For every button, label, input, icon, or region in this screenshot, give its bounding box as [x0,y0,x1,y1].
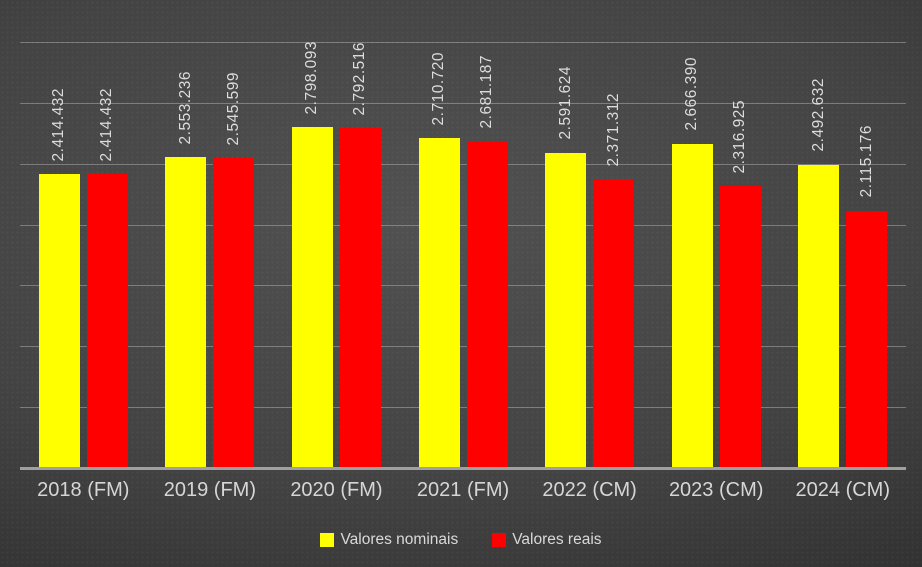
data-label-nominal-2020: 2.798.093 [303,40,321,115]
bar-group-2019: 2.553.236 2.545.599 [147,42,274,468]
data-label-nominal-2023: 2.666.390 [683,57,701,131]
gridline [20,102,906,104]
data-label-real-2022: 2.371.312 [604,92,622,167]
bar-nominal-2024: 2.492.632 [798,78,840,468]
data-label-real-2023: 2.316.925 [731,99,749,173]
data-label-nominal-2021: 2.710.720 [430,51,448,126]
bar-real-2024: 2.115.176 [846,125,888,468]
bar-real-2022: 2.371.312 [593,93,635,468]
legend-label-nominal: Valores nominais [340,531,459,548]
gridline [20,224,906,226]
data-label-real-2021: 2.681.187 [478,55,496,129]
plot-area: 2.414.432 2.414.432 2.553.236 2.545.599 2.79… [20,41,906,470]
bar-group-2023: 2.666.390 2.316.925 [653,42,780,468]
legend-item-nominal: Valores nominais [320,531,458,549]
data-label-nominal-2024: 2.492.632 [809,78,827,152]
x-axis-label-2019: 2019 (FM) [163,479,256,501]
data-label-real-2024: 2.115.176 [857,125,875,198]
data-label-nominal-2019: 2.553.236 [176,70,194,145]
bar-group-2020: 2.798.093 2.792.516 [273,41,400,468]
gridline [20,407,906,409]
x-axis-label-2020: 2020 (FM) [290,479,383,501]
bar-nominal-2018: 2.414.432 [38,88,80,468]
bar-nominal-2020: 2.798.093 [291,41,333,468]
x-axis-label-2023: 2023 (CM) [668,479,764,501]
bar-real-2018: 2.414.432 [86,88,128,468]
legend-item-real: Valores reais [492,531,602,549]
data-label-nominal-2022: 2.591.624 [556,66,574,140]
bar-group-2018: 2.414.432 2.414.432 [20,42,147,468]
bar-nominal-2021: 2.710.720 [418,52,460,468]
x-axis-line [20,467,906,470]
legend-swatch-real [492,533,507,547]
bar-nominal-2019: 2.553.236 [165,71,207,468]
bar-group-2021: 2.710.720 2.681.187 [400,42,527,468]
bar-groups: 2.414.432 2.414.432 2.553.236 2.545.599 2.79… [20,41,906,468]
bar-real-2021: 2.681.187 [466,55,508,468]
bar-real-2020: 2.792.516 [339,42,381,468]
data-label-nominal-2018: 2.414.432 [50,87,68,162]
legend: Valores nominais Valores reais [0,531,922,549]
gridline [20,42,906,43]
bar-group-2022: 2.591.624 2.371.312 [526,42,653,468]
x-axis-label-2024: 2024 (CM) [795,479,890,501]
x-axis-label-2022: 2022 (CM) [542,479,637,501]
bar-group-2024: 2.492.632 2.115.176 [779,42,906,468]
data-label-real-2019: 2.545.599 [224,71,242,146]
bar-real-2019: 2.545.599 [213,72,255,468]
data-label-real-2020: 2.792.516 [351,41,369,116]
gridline [20,285,906,287]
bar-nominal-2023: 2.666.390 [671,57,713,468]
gridline [20,346,906,348]
gridline [20,163,906,165]
bar-nominal-2022: 2.591.624 [545,66,587,468]
x-axis-label-2018: 2018 (FM) [37,479,130,501]
data-label-real-2018: 2.414.432 [98,87,116,162]
x-axis-label-2021: 2021 (FM) [416,479,510,501]
legend-label-real: Valores reais [512,531,602,548]
bar-real-2023: 2.316.925 [719,100,761,468]
legend-swatch-nominal [320,533,335,547]
x-axis: 2018 (FM) 2019 (FM) 2020 (FM) 2021 (FM) 2022… [20,479,906,502]
